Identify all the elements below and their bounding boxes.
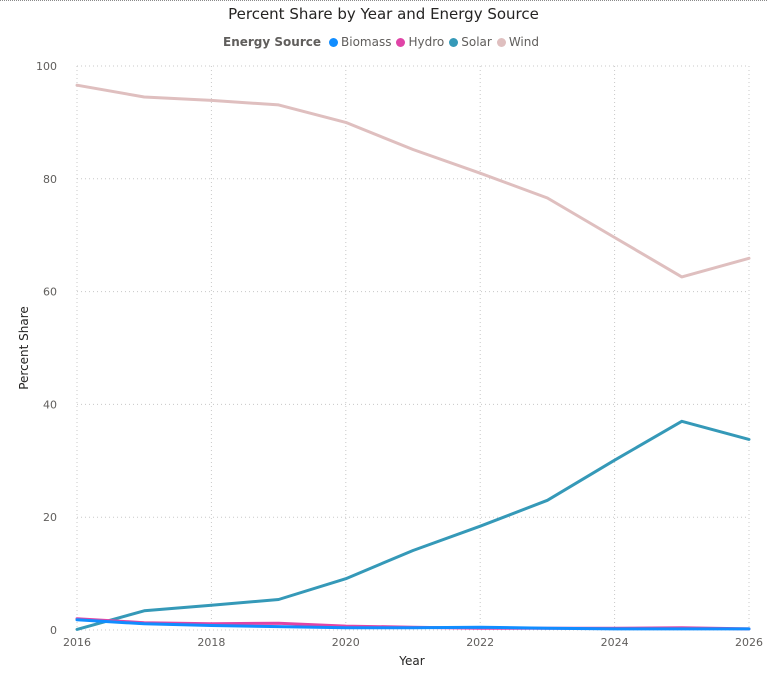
x-tick-label-2016: 2016 — [63, 636, 91, 649]
series-line-wind[interactable] — [75, 83, 751, 279]
legend-marker-biomass — [329, 37, 338, 47]
y-tick-label-60: 60 — [43, 286, 57, 299]
legend-label-solar: Solar — [461, 35, 492, 49]
chart-legend: Energy Source Biomass Hydro Solar Wind — [0, 35, 767, 49]
legend-label-hydro: Hydro — [408, 35, 445, 49]
x-axis-ticks: 2016 2018 2020 2022 2024 2026 — [63, 636, 763, 649]
series-line-biomass[interactable] — [75, 618, 751, 631]
x-tick-label-2018: 2018 — [197, 636, 225, 649]
legend-label-wind: Wind — [508, 35, 539, 49]
legend-marker-wind — [496, 37, 506, 47]
x-axis-title: Year — [398, 654, 424, 668]
y-tick-label-40: 40 — [43, 398, 57, 411]
x-tick-label-2024: 2024 — [601, 636, 629, 649]
series-line-solar[interactable] — [75, 419, 751, 631]
y-tick-label-20: 20 — [43, 511, 57, 524]
series-lines — [75, 83, 751, 631]
legend-title: Energy Source — [223, 35, 321, 49]
legend-item-biomass[interactable]: Biomass — [329, 35, 391, 49]
y-tick-label-100: 100 — [36, 60, 57, 73]
chart-title: Percent Share by Year and Energy Source — [228, 5, 539, 23]
legend-item-hydro[interactable]: Hydro — [396, 35, 444, 49]
legend-marker-solar — [449, 37, 459, 47]
y-tick-label-0: 0 — [50, 624, 57, 637]
legend-item-solar[interactable]: Solar — [449, 35, 492, 49]
chart-top-border — [0, 0, 767, 1]
x-tick-label-2020: 2020 — [332, 636, 360, 649]
y-axis-title: Percent Share — [17, 306, 31, 390]
y-tick-label-80: 80 — [43, 173, 57, 186]
legend-label-biomass: Biomass — [341, 35, 392, 49]
x-tick-label-2026: 2026 — [735, 636, 763, 649]
y-axis-ticks: 0 20 40 60 80 100 — [36, 60, 57, 637]
x-tick-label-2022: 2022 — [466, 636, 494, 649]
legend-marker-hydro — [396, 37, 406, 47]
legend-item-wind[interactable]: Wind — [496, 35, 539, 49]
